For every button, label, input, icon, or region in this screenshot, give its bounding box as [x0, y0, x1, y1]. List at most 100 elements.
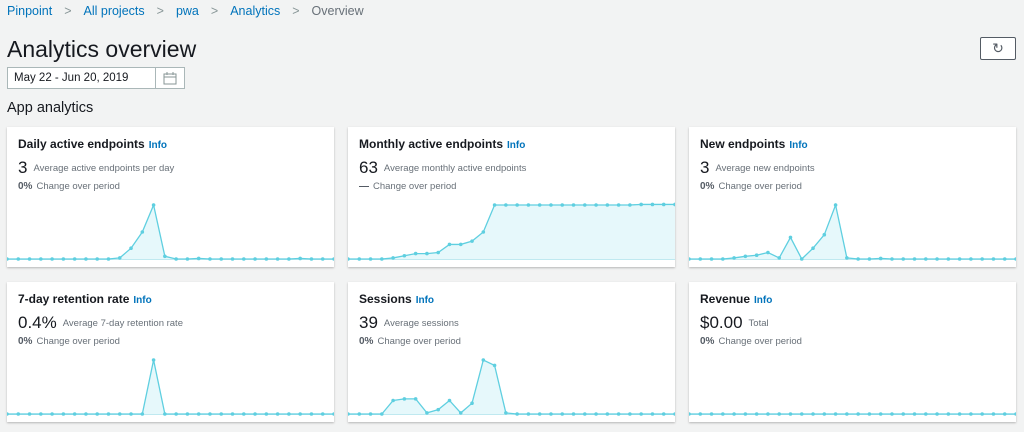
data-point	[766, 250, 770, 255]
data-point	[196, 412, 201, 416]
data-point	[709, 257, 714, 261]
change-value: 0%	[359, 336, 374, 347]
data-point	[129, 246, 133, 250]
metric-label: Total	[748, 318, 769, 329]
data-point	[639, 412, 643, 416]
info-link[interactable]: Info	[754, 295, 773, 306]
data-point	[492, 203, 497, 207]
crumb-pinpoint[interactable]: Pinpoint	[7, 4, 53, 18]
data-point	[348, 257, 350, 261]
data-point	[309, 412, 314, 416]
data-point	[912, 412, 917, 416]
date-range-input[interactable]: May 22 - Jun 20, 2019	[8, 68, 156, 88]
data-point	[241, 257, 246, 261]
data-point	[185, 257, 190, 261]
data-point	[549, 203, 553, 207]
data-point	[196, 256, 201, 261]
card-title: Monthly active endpoints Info	[359, 137, 525, 151]
refresh-button[interactable]: ↻	[980, 37, 1016, 60]
data-point	[7, 412, 9, 416]
data-point	[219, 257, 224, 261]
section-heading: App analytics	[7, 100, 94, 116]
data-point	[969, 257, 973, 261]
sparkline-line	[7, 359, 334, 415]
data-point	[287, 257, 291, 261]
data-point	[16, 412, 21, 416]
data-point	[481, 358, 486, 362]
data-point	[50, 257, 54, 261]
data-point	[766, 412, 770, 416]
metric-value-row: 3 Average active endpoints per day	[18, 158, 174, 178]
data-point	[661, 202, 666, 207]
data-point	[732, 256, 736, 260]
data-point	[594, 203, 598, 207]
card-title-text: New endpoints	[700, 137, 786, 151]
data-point	[1002, 257, 1007, 261]
card-title-text: Daily active endpoints	[18, 137, 145, 151]
data-point	[39, 412, 43, 416]
data-point	[537, 203, 542, 207]
data-point	[391, 398, 395, 403]
data-point	[332, 412, 334, 416]
data-point	[61, 257, 66, 261]
data-point	[980, 412, 984, 416]
chevron-right-icon: >	[292, 4, 300, 18]
card-title-text: Revenue	[700, 292, 751, 306]
data-point	[458, 242, 463, 247]
data-point	[1014, 412, 1016, 416]
change-row: 0% Change over period	[700, 336, 802, 347]
data-point	[901, 257, 906, 261]
sparkline-chart	[689, 202, 1016, 261]
card-title: New endpoints Info	[700, 137, 808, 151]
data-point	[253, 257, 257, 261]
data-point	[698, 412, 703, 416]
info-link[interactable]: Info	[507, 140, 526, 151]
crumb-all-projects[interactable]: All projects	[83, 4, 145, 18]
data-point	[616, 412, 621, 416]
data-point	[230, 412, 235, 416]
change-label: Change over period	[718, 181, 802, 192]
data-point	[689, 412, 691, 416]
data-point	[526, 412, 531, 416]
metric-value: 3	[18, 158, 28, 177]
data-point	[380, 412, 384, 416]
data-point	[368, 412, 373, 416]
info-link[interactable]: Info	[133, 295, 152, 306]
change-value: 0%	[18, 336, 33, 347]
date-range-picker[interactable]: May 22 - Jun 20, 2019	[7, 67, 185, 89]
crumb-pwa[interactable]: pwa	[175, 4, 199, 18]
crumb-analytics[interactable]: Analytics	[230, 4, 281, 18]
data-point	[504, 411, 508, 415]
sparkline-area	[348, 360, 675, 414]
data-point	[901, 412, 906, 416]
sparkline-area	[348, 204, 675, 259]
data-point	[754, 253, 759, 258]
data-point	[391, 256, 395, 260]
change-value: 0%	[18, 181, 33, 192]
metric-value: 0.4%	[18, 313, 57, 332]
data-point	[969, 412, 973, 416]
info-link[interactable]: Info	[148, 140, 168, 151]
data-point	[721, 412, 725, 416]
data-point	[447, 398, 452, 403]
info-link[interactable]: Info	[415, 295, 435, 306]
calendar-button[interactable]	[156, 68, 184, 88]
data-point	[867, 257, 872, 261]
info-link[interactable]: Info	[789, 140, 808, 151]
data-point	[413, 251, 418, 256]
card-title-text: 7-day retention rate	[18, 292, 130, 306]
data-point	[230, 257, 235, 261]
change-label: Change over period	[36, 336, 120, 347]
data-point	[867, 412, 872, 416]
data-point	[275, 412, 280, 416]
data-point	[799, 412, 804, 416]
data-point	[140, 412, 145, 416]
data-point	[298, 412, 302, 416]
data-point	[743, 254, 748, 259]
data-point	[163, 412, 167, 416]
metric-value: 39	[359, 313, 378, 332]
card-title: Revenue Info	[700, 292, 772, 306]
sparkline-chart	[689, 412, 1016, 416]
metric-card: Sessions Info 39 Average sessions 0% Change…	[348, 282, 675, 422]
data-point	[549, 412, 553, 416]
